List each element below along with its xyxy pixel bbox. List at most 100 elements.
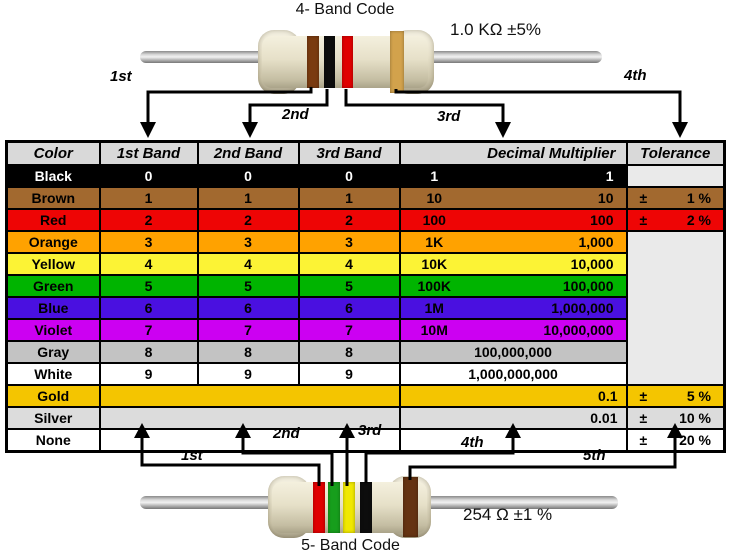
merged-band-cell xyxy=(98,406,401,430)
tolerance-cell: ±10 % xyxy=(625,406,726,430)
band3-digit-cell: 7 xyxy=(297,318,401,342)
band1-digit-cell: 9 xyxy=(98,362,199,386)
arrow-label-1st-top: 1st xyxy=(110,68,132,85)
table-row-gold: Gold 0.1 ±5 % xyxy=(5,384,726,408)
band3-digit-cell: 5 xyxy=(297,274,401,298)
tolerance-cell xyxy=(625,164,726,188)
band1-digit-cell: 1 xyxy=(98,186,199,210)
band1-digit-cell: 0 xyxy=(98,164,199,188)
band2-digit-cell: 9 xyxy=(196,362,300,386)
multiplier-cell: 1M 1,000,000 xyxy=(398,296,628,320)
color-name-cell: Violet xyxy=(5,318,101,342)
multiplier-cell: 1K 1,000 xyxy=(398,230,628,254)
band2-digit-cell: 0 xyxy=(196,164,300,188)
table-row-white: White 9 9 9 1,000,000,000 xyxy=(5,362,725,386)
color-name-cell: Gold xyxy=(5,384,101,408)
multiplier-cell: 100 100 xyxy=(398,208,628,232)
band3-digit-cell: 3 xyxy=(297,230,401,254)
multiplier-cell: 0.01 xyxy=(398,406,628,430)
header-3rd-band: 3rd Band xyxy=(297,140,401,166)
header-tolerance: Tolerance xyxy=(625,140,726,166)
arrowhead-1st-top xyxy=(140,122,156,138)
band3-digit-cell: 8 xyxy=(297,340,401,364)
band-gold xyxy=(390,31,404,93)
band-red xyxy=(313,482,325,533)
band1-digit-cell: 7 xyxy=(98,318,199,342)
band3-digit-cell: 4 xyxy=(297,252,401,276)
four-band-resistor xyxy=(140,28,605,98)
table-row-orange: Orange 3 3 3 1K 1,000 xyxy=(5,230,726,386)
arrow-label-4th-top: 4th xyxy=(624,67,647,84)
band-brown xyxy=(307,36,319,88)
color-name-cell: Blue xyxy=(5,296,101,320)
tolerance-merged-empty-cell xyxy=(625,230,726,386)
band1-digit-cell: 2 xyxy=(98,208,199,232)
color-name-cell: Silver xyxy=(5,406,101,430)
band-yellow xyxy=(343,482,355,533)
band2-digit-cell: 4 xyxy=(196,252,300,276)
band-black xyxy=(324,36,335,88)
band-brown xyxy=(403,477,418,537)
multiplier-cell: 0.1 xyxy=(398,384,628,408)
merged-band-cell xyxy=(98,428,401,453)
color-name-cell: Brown xyxy=(5,186,101,210)
arrow-label-2nd-top: 2nd xyxy=(282,106,309,123)
band1-digit-cell: 4 xyxy=(98,252,199,276)
table-row-blue: Blue 6 6 6 1M 1,000,000 xyxy=(5,296,725,320)
arrow-label-2nd-bottom: 2nd xyxy=(273,425,300,442)
multiplier-cell: 10K 10,000 xyxy=(398,252,628,276)
band2-digit-cell: 2 xyxy=(196,208,300,232)
band3-digit-cell: 9 xyxy=(297,362,401,386)
color-name-cell: Black xyxy=(5,164,101,188)
arrowhead-2nd-top xyxy=(242,122,258,138)
header-decimal-multiplier: Decimal Multiplier xyxy=(398,140,628,166)
tolerance-cell: ±2 % xyxy=(625,208,726,232)
band1-digit-cell: 5 xyxy=(98,274,199,298)
color-name-cell: Red xyxy=(5,208,101,232)
band-black xyxy=(360,482,372,533)
tolerance-cell: ±1 % xyxy=(625,186,726,210)
band-red xyxy=(342,36,353,88)
arrow-label-5th-bottom: 5th xyxy=(583,447,606,464)
color-name-cell: None xyxy=(5,428,101,453)
color-name-cell: Gray xyxy=(5,340,101,364)
color-name-cell: Orange xyxy=(5,230,101,254)
band2-digit-cell: 3 xyxy=(196,230,300,254)
arrow-label-1st-bottom: 1st xyxy=(181,447,203,464)
color-name-cell: White xyxy=(5,362,101,386)
table-header-row: Color 1st Band 2nd Band 3rd Band Decimal… xyxy=(5,140,726,166)
five-band-code-title: 5- Band Code xyxy=(301,537,400,554)
four-band-resistor-value: 1.0 KΩ ±5% xyxy=(450,20,542,39)
band1-digit-cell: 3 xyxy=(98,230,199,254)
table-row-yellow: Yellow 4 4 4 10K 10,000 xyxy=(5,252,725,276)
five-band-resistor-value: 254 Ω ±1 % xyxy=(463,505,553,524)
band2-digit-cell: 6 xyxy=(196,296,300,320)
color-name-cell: Yellow xyxy=(5,252,101,276)
band2-digit-cell: 8 xyxy=(196,340,300,364)
band2-digit-cell: 1 xyxy=(196,186,300,210)
band3-digit-cell: 2 xyxy=(297,208,401,232)
band1-digit-cell: 6 xyxy=(98,296,199,320)
table-row-gray: Gray 8 8 8 100,000,000 xyxy=(5,340,725,364)
header-2nd-band: 2nd Band xyxy=(196,140,300,166)
arrow-label-3rd-bottom: 3rd xyxy=(358,422,382,439)
five-band-resistor xyxy=(140,474,620,544)
multiplier-cell: 1,000,000,000 xyxy=(398,362,628,386)
band3-digit-cell: 0 xyxy=(297,164,401,188)
table-row-black: Black 0 0 0 1 1 xyxy=(5,164,726,188)
merged-band-cell xyxy=(98,384,401,408)
multiplier-cell: 10 10 xyxy=(398,186,628,210)
multiplier-cell: 100K 100,000 xyxy=(398,274,628,298)
tolerance-cell: ±5 % xyxy=(625,384,726,408)
band2-digit-cell: 5 xyxy=(196,274,300,298)
multiplier-cell: 100,000,000 xyxy=(398,340,628,364)
band3-digit-cell: 6 xyxy=(297,296,401,320)
header-color: Color xyxy=(5,140,101,166)
arrowhead-4th-top xyxy=(672,122,688,138)
four-band-code-title: 4- Band Code xyxy=(295,1,395,18)
table-row-violet: Violet 7 7 7 10M 10,000,000 xyxy=(5,318,725,342)
band2-digit-cell: 7 xyxy=(196,318,300,342)
color-name-cell: Green xyxy=(5,274,101,298)
header-1st-band: 1st Band xyxy=(98,140,199,166)
